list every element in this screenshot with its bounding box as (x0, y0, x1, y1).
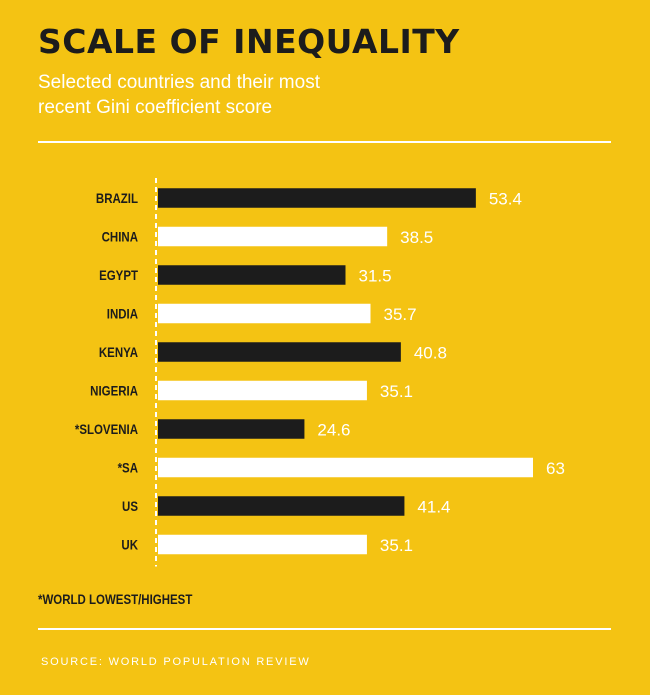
bar (158, 265, 346, 285)
bar (158, 188, 476, 208)
bar (158, 226, 388, 247)
value-label: 40.8 (414, 344, 447, 363)
bar (158, 534, 367, 555)
value-label: 53.4 (489, 190, 522, 209)
category-label: NIGERIA (90, 382, 138, 398)
top-divider (38, 141, 611, 143)
source-note: SOURCE: WORLD POPULATION REVIEW (41, 656, 311, 668)
bar (158, 342, 401, 362)
category-label: *SLOVENIA (75, 421, 138, 437)
value-label: 38.5 (400, 228, 433, 247)
value-label: 41.4 (417, 498, 450, 517)
subtitle-line-2: recent Gini coefficient score (38, 97, 273, 118)
value-label: 24.6 (317, 421, 350, 440)
bar-chart: BRAZIL 53.4 CHINA 38.5 EGYPT 31.5 INDIA 35.7 KEN… (75, 178, 565, 567)
footnote: *WORLD LOWEST/HIGHEST (38, 591, 193, 607)
category-label: UK (121, 536, 138, 552)
category-label: EGYPT (99, 267, 138, 283)
value-label: 35.1 (380, 536, 413, 555)
bar (158, 380, 367, 401)
category-label: *SA (118, 459, 138, 475)
chart-title: SCALE OF INEQUALITY (38, 22, 460, 61)
chart-subtitle: Selected countries and their most recent… (38, 70, 438, 120)
value-label: 35.7 (384, 305, 417, 324)
category-label: US (122, 498, 138, 514)
bar (158, 303, 371, 324)
bar (158, 496, 405, 516)
category-label: BRAZIL (96, 190, 138, 206)
category-label: INDIA (107, 305, 138, 321)
category-label: KENYA (99, 344, 138, 360)
bottom-divider (38, 628, 611, 630)
value-label: 35.1 (380, 382, 413, 401)
category-label: CHINA (102, 228, 138, 244)
subtitle-line-1: Selected countries and their most (38, 72, 320, 93)
bar (158, 457, 533, 478)
value-label: 63 (546, 459, 565, 478)
value-label: 31.5 (359, 267, 392, 286)
bar (158, 419, 305, 439)
